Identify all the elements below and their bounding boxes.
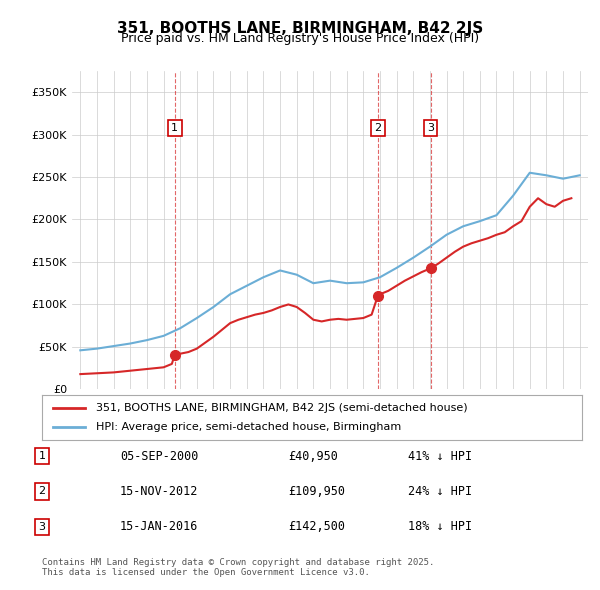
Text: 1: 1 (171, 123, 178, 133)
Text: 18% ↓ HPI: 18% ↓ HPI (408, 520, 472, 533)
Text: Price paid vs. HM Land Registry's House Price Index (HPI): Price paid vs. HM Land Registry's House … (121, 32, 479, 45)
Text: 3: 3 (427, 123, 434, 133)
Text: 15-NOV-2012: 15-NOV-2012 (120, 485, 199, 498)
Text: HPI: Average price, semi-detached house, Birmingham: HPI: Average price, semi-detached house,… (96, 422, 401, 432)
Text: 05-SEP-2000: 05-SEP-2000 (120, 450, 199, 463)
Text: 2: 2 (374, 123, 382, 133)
Text: 41% ↓ HPI: 41% ↓ HPI (408, 450, 472, 463)
Text: £142,500: £142,500 (288, 520, 345, 533)
Text: 351, BOOTHS LANE, BIRMINGHAM, B42 2JS (semi-detached house): 351, BOOTHS LANE, BIRMINGHAM, B42 2JS (s… (96, 403, 467, 412)
Text: 24% ↓ HPI: 24% ↓ HPI (408, 485, 472, 498)
Text: 15-JAN-2016: 15-JAN-2016 (120, 520, 199, 533)
Text: £109,950: £109,950 (288, 485, 345, 498)
Text: 351, BOOTHS LANE, BIRMINGHAM, B42 2JS: 351, BOOTHS LANE, BIRMINGHAM, B42 2JS (117, 21, 483, 35)
Text: 3: 3 (38, 522, 46, 532)
Text: 1: 1 (38, 451, 46, 461)
Text: 2: 2 (38, 487, 46, 496)
Text: Contains HM Land Registry data © Crown copyright and database right 2025.
This d: Contains HM Land Registry data © Crown c… (42, 558, 434, 577)
Text: £40,950: £40,950 (288, 450, 338, 463)
